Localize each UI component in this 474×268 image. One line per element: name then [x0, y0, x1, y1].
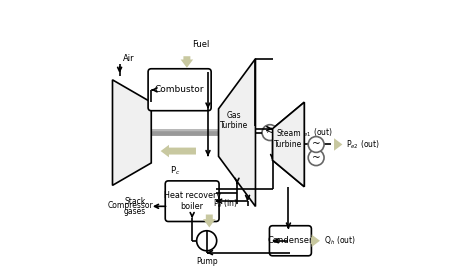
Text: ~: ~ — [312, 153, 320, 163]
Text: Fuel: Fuel — [192, 40, 210, 50]
Text: Compressor: Compressor — [108, 201, 154, 210]
Text: Pump: Pump — [196, 256, 218, 266]
Text: P$_e$ (in): P$_e$ (in) — [213, 198, 238, 210]
Text: Stack
gases: Stack gases — [124, 197, 146, 216]
Text: Steam
Turbine: Steam Turbine — [273, 129, 302, 149]
Text: Air: Air — [123, 54, 135, 63]
Text: Combustor: Combustor — [155, 85, 204, 94]
Polygon shape — [273, 102, 304, 187]
Text: ~: ~ — [265, 128, 274, 137]
Text: Gas
Turbine: Gas Turbine — [220, 111, 248, 131]
FancyBboxPatch shape — [148, 69, 211, 111]
Text: P$_{e1}$ (out): P$_{e1}$ (out) — [299, 126, 333, 139]
Circle shape — [308, 137, 324, 152]
Text: Q$_h$ (out): Q$_h$ (out) — [324, 234, 356, 247]
Text: ~: ~ — [312, 139, 320, 150]
FancyBboxPatch shape — [269, 226, 311, 256]
Circle shape — [308, 150, 324, 166]
Polygon shape — [112, 80, 151, 185]
FancyBboxPatch shape — [165, 181, 219, 221]
Text: Heat recovery
boiler: Heat recovery boiler — [164, 191, 221, 211]
Text: P$_c$: P$_c$ — [170, 164, 180, 177]
Circle shape — [262, 125, 278, 140]
Polygon shape — [273, 102, 304, 187]
Text: Steam
Turbine: Steam Turbine — [274, 129, 302, 149]
Text: P$_{e2}$ (out): P$_{e2}$ (out) — [346, 138, 380, 151]
Polygon shape — [219, 59, 255, 206]
Circle shape — [197, 231, 217, 251]
Text: Condenser: Condenser — [268, 236, 313, 245]
